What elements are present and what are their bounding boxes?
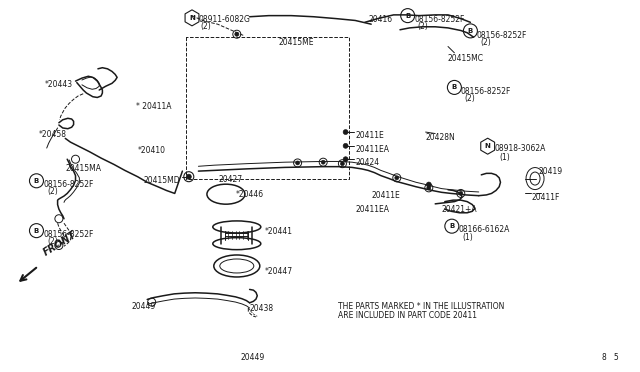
Text: (2): (2) [200,22,211,31]
Text: (1): (1) [462,233,473,242]
Text: 08156-8252F: 08156-8252F [44,180,94,189]
Circle shape [427,186,431,190]
Text: (2): (2) [480,38,491,47]
Text: 20427: 20427 [219,175,243,184]
Text: *20410: *20410 [138,146,166,155]
Text: FRONT: FRONT [42,230,78,258]
Text: B: B [34,178,39,184]
Text: 08166-6162A: 08166-6162A [458,225,509,234]
Circle shape [459,192,463,195]
Text: 20415MA: 20415MA [65,164,101,173]
Text: *20443: *20443 [45,80,73,89]
Circle shape [319,158,327,166]
Text: 20419: 20419 [539,167,563,176]
Circle shape [321,160,325,164]
Text: (1): (1) [499,153,510,161]
Text: 20411EA: 20411EA [356,145,390,154]
Text: *20446: *20446 [236,190,264,199]
Text: 8   5: 8 5 [602,353,618,362]
Text: *20458: *20458 [38,130,67,139]
Text: 20415ME: 20415ME [278,38,314,47]
Text: 20411E: 20411E [371,191,400,200]
Text: 20424: 20424 [356,158,380,167]
Circle shape [457,189,465,198]
Text: *20441: *20441 [265,227,293,236]
Circle shape [343,143,348,148]
Circle shape [235,32,239,36]
Text: B: B [468,28,473,34]
Text: B: B [449,223,454,229]
Text: 08156-8252F: 08156-8252F [477,31,527,39]
Circle shape [425,184,433,192]
Text: (2): (2) [47,187,58,196]
Text: 20449: 20449 [131,302,156,311]
Text: (2): (2) [417,22,428,31]
Text: 08918-3062A: 08918-3062A [495,144,546,153]
Text: 20449: 20449 [241,353,265,362]
Text: (2): (2) [47,237,58,246]
Circle shape [393,174,401,182]
Text: 08156-8252F: 08156-8252F [414,15,465,24]
Text: (2): (2) [464,94,475,103]
Circle shape [233,30,241,38]
Text: B: B [452,84,457,90]
Circle shape [294,159,301,167]
Circle shape [186,174,191,179]
Text: 08911-6082G: 08911-6082G [198,15,250,24]
Circle shape [339,160,346,168]
Circle shape [296,161,300,165]
Text: 20411F: 20411F [531,193,559,202]
Text: 20428N: 20428N [426,133,455,142]
Text: N: N [189,15,195,21]
Text: B: B [405,13,410,19]
Circle shape [340,162,344,166]
Text: THE PARTS MARKED * IN THE ILLUSTRATION: THE PARTS MARKED * IN THE ILLUSTRATION [338,302,504,311]
Circle shape [426,182,431,187]
Text: *20447: *20447 [265,267,293,276]
Text: 20415MD: 20415MD [144,176,180,185]
Text: 20416: 20416 [369,15,393,24]
Text: 08156-8252F: 08156-8252F [44,230,94,239]
Text: 20411EA: 20411EA [356,205,390,214]
Circle shape [343,157,348,162]
Text: 20438: 20438 [250,304,274,312]
Text: 08156-8252F: 08156-8252F [461,87,511,96]
Circle shape [343,129,348,135]
Text: 20411E: 20411E [356,131,385,140]
Text: ARE INCLUDED IN PART CODE 20411: ARE INCLUDED IN PART CODE 20411 [338,311,477,320]
Circle shape [395,176,399,180]
Text: N: N [484,143,491,149]
Text: 20421+A: 20421+A [442,205,477,214]
Text: 20415MC: 20415MC [448,54,484,63]
Text: B: B [34,228,39,234]
Text: * 20411A: * 20411A [136,102,171,111]
